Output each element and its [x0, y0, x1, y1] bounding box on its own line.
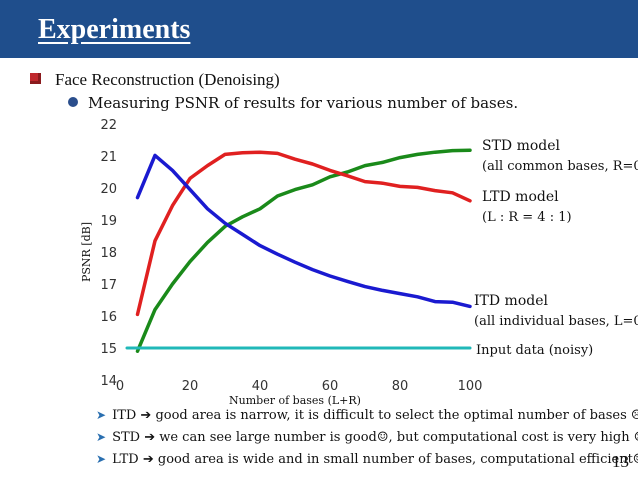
right-arrow-icon: ➤ [96, 408, 107, 422]
y-tick-label: 16 [100, 310, 117, 325]
title-bar [0, 0, 638, 58]
right-arrow-icon: ➤ [96, 430, 107, 444]
y-tick-label: 18 [100, 246, 117, 261]
bullet-face-reconstruction: Face Reconstruction (Denoising) [30, 70, 280, 90]
right-arrow-icon: ➤ [96, 452, 107, 466]
series-label: ITD model [474, 293, 548, 309]
series-label: STD model [482, 138, 561, 154]
page-number: 13 [612, 452, 629, 471]
y-axis-label: PSNR [dB] [80, 222, 93, 282]
y-tick-label: 20 [100, 182, 117, 197]
note-std: ➤ STD ➔ we can see large number is good☺,… [96, 430, 638, 452]
series-label: (all individual bases, L=0) [474, 314, 638, 329]
x-tick-label: 60 [322, 379, 339, 394]
bullet-measuring-psnr: Measuring PSNR of results for various nu… [68, 94, 518, 112]
note-itd-text: ITD ➔ good area is narrow, it is difficu… [112, 408, 638, 423]
series-label: (all common bases, R=0) [482, 159, 638, 174]
bullet1-text: Face Reconstruction (Denoising) [55, 70, 280, 89]
y-tick-label: 14 [100, 374, 117, 389]
x-tick-label: 40 [252, 379, 269, 394]
note-ltd-text: LTD ➔ good area is wide and in small num… [112, 452, 638, 467]
note-std-text: STD ➔ we can see large number is good☺, … [112, 430, 638, 445]
y-tick-label: 19 [100, 214, 117, 229]
series-label: Input data (noisy) [476, 343, 593, 358]
y-tick-label: 21 [100, 150, 117, 165]
x-tick-label: 0 [116, 379, 124, 394]
series-label: LTD model [482, 189, 559, 205]
red-square-bullet-icon [30, 73, 41, 84]
notes-list: ➤ ITD ➔ good area is narrow, it is diffic… [96, 408, 638, 474]
note-ltd: ➤ LTD ➔ good area is wide and in small nu… [96, 452, 638, 474]
x-tick-label: 20 [182, 379, 199, 394]
series-line-1 [135, 150, 472, 317]
y-tick-label: 17 [100, 278, 117, 293]
y-tick-label: 22 [100, 118, 117, 133]
series-line-2 [135, 153, 472, 309]
y-tick-label: 15 [100, 342, 117, 357]
blue-dot-bullet-icon [68, 97, 78, 107]
x-tick-label: 80 [392, 379, 409, 394]
slide-title: Experiments [38, 14, 191, 45]
bullet2-text: Measuring PSNR of results for various nu… [88, 94, 519, 112]
x-tick-label: 100 [458, 379, 483, 394]
x-axis-label: Number of bases (L+R) [229, 394, 361, 407]
series-line-0 [135, 148, 472, 353]
note-itd: ➤ ITD ➔ good area is narrow, it is diffic… [96, 408, 638, 430]
series-label: (L : R = 4 : 1) [482, 210, 572, 225]
